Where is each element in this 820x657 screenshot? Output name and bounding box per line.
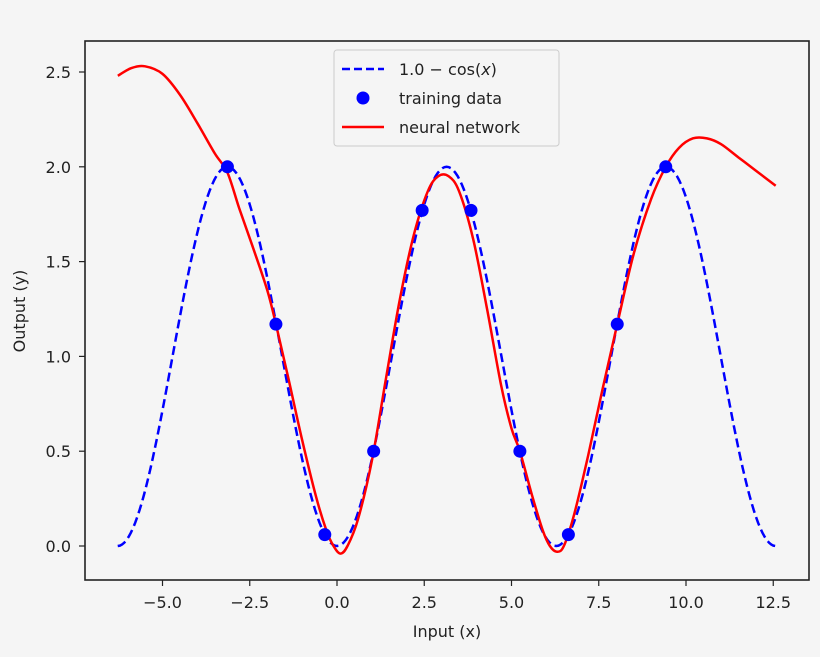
axes-frame	[84, 40, 810, 581]
training-data-point	[269, 317, 283, 331]
circle-marker-icon	[356, 91, 370, 105]
y-tick-label: 0.5	[46, 442, 71, 461]
legend-box	[333, 49, 560, 147]
x-tick-label: 10.0	[668, 593, 704, 612]
y-axis-label: Output (y)	[10, 270, 29, 353]
training-data-point	[318, 528, 332, 542]
training-data-point	[367, 444, 381, 458]
training-data-point	[610, 317, 624, 331]
x-axis-label: Input (x)	[413, 622, 481, 641]
y-tick-label: 1.0	[46, 347, 71, 366]
x-tick-label: 2.5	[412, 593, 437, 612]
y-tick-label: 0.0	[46, 537, 71, 556]
y-tick-label: 2.0	[46, 158, 71, 177]
x-tick-label: 12.5	[755, 593, 791, 612]
legend-label-network: neural network	[399, 118, 521, 137]
x-tick-label: 7.5	[586, 593, 611, 612]
training-data-point	[464, 203, 478, 217]
legend-item-network: neural network	[342, 118, 521, 137]
legend-label-cos: 1.0 − cos(x)	[399, 60, 497, 79]
legend-item-cos: 1.0 − cos(x)	[342, 60, 497, 79]
training-data-point	[659, 160, 673, 174]
training-data-point	[561, 528, 575, 542]
x-tick-label: 0.0	[324, 593, 349, 612]
training-data-point	[513, 444, 527, 458]
x-tick-label: −2.5	[230, 593, 269, 612]
x-axis: −5.0 −2.5 0.0 2.5 5.0 7.5 10.0 12.5	[143, 580, 791, 612]
y-axis: 0.0 0.5 1.0 1.5 2.0 2.5	[46, 63, 85, 556]
x-tick-label: 5.0	[499, 593, 524, 612]
y-tick-label: 1.5	[46, 253, 71, 272]
series-layer	[117, 64, 777, 555]
training-data-point	[220, 160, 234, 174]
neural-network-line	[117, 64, 777, 555]
y-tick-label: 2.5	[46, 63, 71, 82]
x-tick-label: −5.0	[143, 593, 182, 612]
legend-label-training: training data	[399, 89, 502, 108]
legend: 1.0 − cos(x) training data neural networ…	[333, 49, 560, 147]
cos-curve-line	[117, 165, 776, 548]
training-data-point	[415, 203, 429, 217]
legend-item-training: training data	[356, 89, 502, 108]
